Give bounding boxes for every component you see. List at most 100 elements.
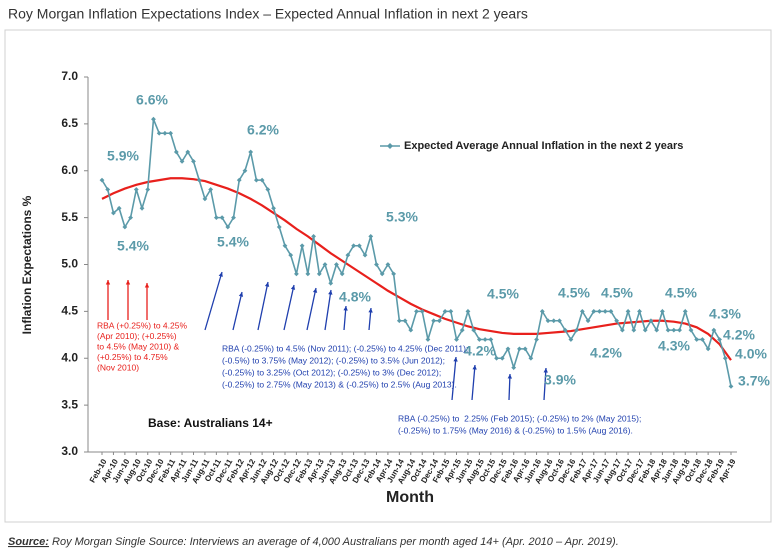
data-point [173,149,179,155]
data-point [477,337,482,342]
value-annotation: 6.2% [247,122,279,138]
value-annotation: 4.5% [665,285,697,301]
value-annotation: 3.7% [738,373,770,389]
value-annotation: 5.4% [117,238,149,254]
data-point [517,346,522,352]
y-tick-label: 6.5 [61,116,78,130]
value-annotation: 4.3% [709,306,741,322]
data-point [471,327,477,333]
chart-frame [4,29,772,523]
data-point [694,337,700,342]
rba-note: (Nov 2010) [97,362,139,372]
data-point [139,205,145,211]
data-point [659,308,665,314]
data-point [248,149,254,155]
arrow-head [125,280,131,285]
data-point [179,158,185,164]
data-point [625,308,631,314]
data-point [219,215,225,221]
rba-note: RBA (+0.25%) to 4.25% [97,320,187,330]
data-point [528,355,534,361]
rba-note: (-0.25%) to 3.25% (Oct 2012); (-0.25%) t… [222,367,441,377]
data-point [511,365,517,371]
data-point [408,327,414,333]
arrow-head [368,308,373,313]
data-point [431,318,437,324]
data-point [568,337,574,342]
y-tick-label: 4.5 [61,304,78,318]
data-point [351,243,356,249]
value-annotation: 3.9% [544,372,576,388]
data-point [356,243,362,249]
data-point [608,308,614,314]
arrow-head [238,292,244,297]
data-point [402,318,408,324]
data-point [717,337,722,342]
data-point [339,271,345,277]
data-point [168,130,174,136]
y-tick-label: 3.0 [61,444,78,458]
rba-note: (Apr 2010); (+0.25%) [97,331,177,341]
data-point [374,262,379,267]
source-label: Source: [8,536,49,548]
data-point [722,355,728,361]
arrow [232,291,243,331]
arrow-head [290,285,296,290]
data-point [671,327,677,333]
data-point [557,318,562,324]
data-point [299,243,305,249]
data-point [505,346,511,352]
data-point [551,318,557,324]
data-point [711,327,717,333]
data-point [619,327,625,333]
data-point [265,187,271,192]
data-point [396,318,402,324]
value-annotation: 6.6% [136,92,168,108]
y-axis-title: Inflation Expectations % [20,195,34,334]
data-point [276,224,282,230]
data-point [574,327,580,333]
value-annotation: 4.5% [487,286,519,302]
data-point [162,130,168,136]
data-point [231,215,236,221]
arrow [324,289,332,331]
data-point [145,187,151,192]
data-point [705,346,711,352]
data-point [316,271,322,277]
arrow-head [453,357,458,362]
data-point [499,355,505,361]
arrow-head [543,368,548,373]
value-annotation: 5.3% [386,209,418,225]
arrow-head [472,365,477,370]
data-point [677,327,682,333]
base-note: Base: Australians 14+ [148,416,273,430]
data-point [191,158,196,164]
data-point [425,337,431,342]
arrow [451,356,457,401]
arrow-head [312,288,318,293]
data-point [294,271,299,277]
data-point [105,187,111,192]
value-annotation: 4.0% [735,346,767,362]
data-point [334,262,339,267]
arrow-head [507,374,513,379]
data-point [436,318,442,324]
data-point [122,224,128,230]
value-annotation: 4.8% [339,289,371,305]
value-annotation: 4.2% [590,345,622,361]
data-point [414,308,419,314]
data-point [562,327,568,333]
data-point [196,177,202,183]
data-point [213,215,219,221]
data-point [534,337,539,342]
x-axis-title: Month [386,489,434,506]
arrow [257,281,269,331]
arrow-head [264,282,270,287]
data-point [522,346,528,352]
data-point [328,280,334,286]
data-point [391,271,397,277]
arrow [543,367,547,401]
data-point [345,252,351,258]
